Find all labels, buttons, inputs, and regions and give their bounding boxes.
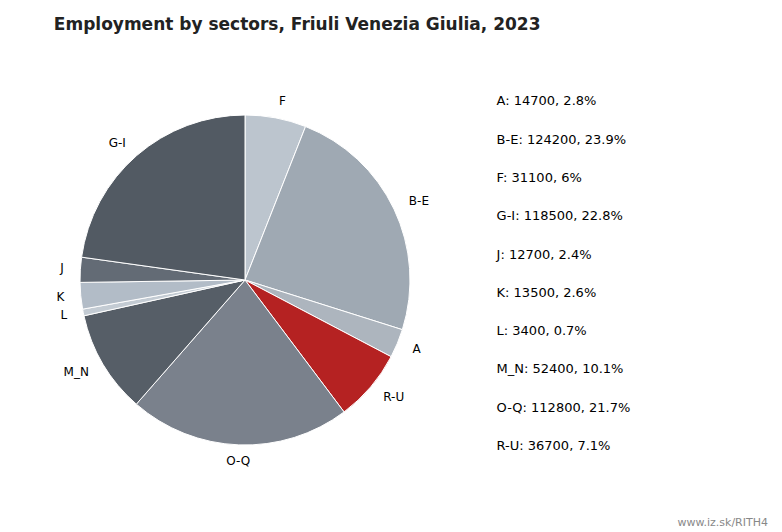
source: www.iz.sk/RITH4 [678,516,769,529]
slice-labels: F B-E A R-U O-Q M_N LK J G-I [56,94,429,468]
chart: Employment by sectors, Friuli Venezia Gi… [0,0,782,532]
title: Employment by sectors, Friuli Venezia Gi… [54,14,541,34]
slice-label: B-E [409,194,429,208]
annotation: F: 31100, 6% [497,170,582,185]
annotation: G-I: 118500, 22.8% [497,208,623,223]
slice-label: L [60,308,67,322]
annotation: M_N: 52400, 10.1% [497,361,624,376]
slice-label: F [279,94,286,108]
annotation: K: 13500, 2.6% [497,285,597,300]
slice-label: R-U [383,390,404,404]
annotation: L: 3400, 0.7% [497,323,587,338]
annotation: A: 14700, 2.8% [497,93,597,108]
pie [80,115,410,445]
slice [80,280,245,309]
annotation: B-E: 124200, 23.9% [497,132,627,147]
annotation: O-Q: 112800, 21.7% [497,400,631,415]
slice-label: G-I [109,136,126,150]
slice-label: O-Q [226,454,250,468]
legend-text: A: 14700, 2.8% B-E: 124200, 23.9% F: 31100… [496,93,631,453]
annotation: R-U: 36700, 7.1% [497,438,611,453]
slice-label: K [56,290,65,304]
annotation: J: 12700, 2.4% [496,247,592,262]
slice [82,115,245,280]
slice-label: A [413,342,422,356]
slice-label: M_N [64,365,89,379]
slice-label: J [59,261,64,275]
